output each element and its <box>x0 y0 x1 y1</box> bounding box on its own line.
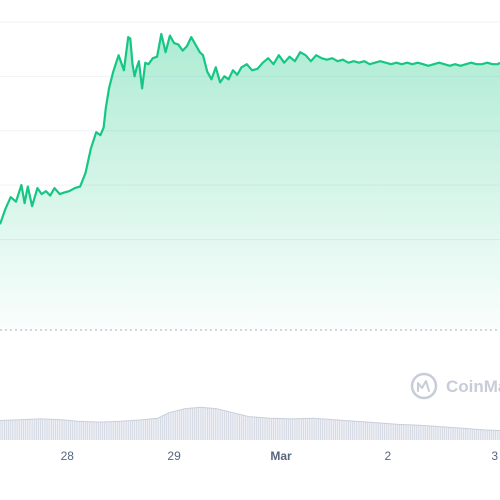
x-tick-label: Mar <box>270 449 292 463</box>
price-area <box>0 34 500 330</box>
coinmarketcap-logo-mark <box>417 380 430 392</box>
x-tick-label: 28 <box>61 449 75 463</box>
x-tick-label: 3 <box>491 449 498 463</box>
price-line[interactable] <box>0 32 500 225</box>
volume-bars <box>0 407 500 440</box>
x-tick-label: 29 <box>167 449 181 463</box>
x-tick-label: 2 <box>384 449 391 463</box>
watermark-text: CoinMa <box>446 377 500 396</box>
volume-line <box>0 406 500 432</box>
watermark: CoinMa <box>410 372 500 400</box>
coinmarketcap-logo-icon <box>410 372 438 400</box>
